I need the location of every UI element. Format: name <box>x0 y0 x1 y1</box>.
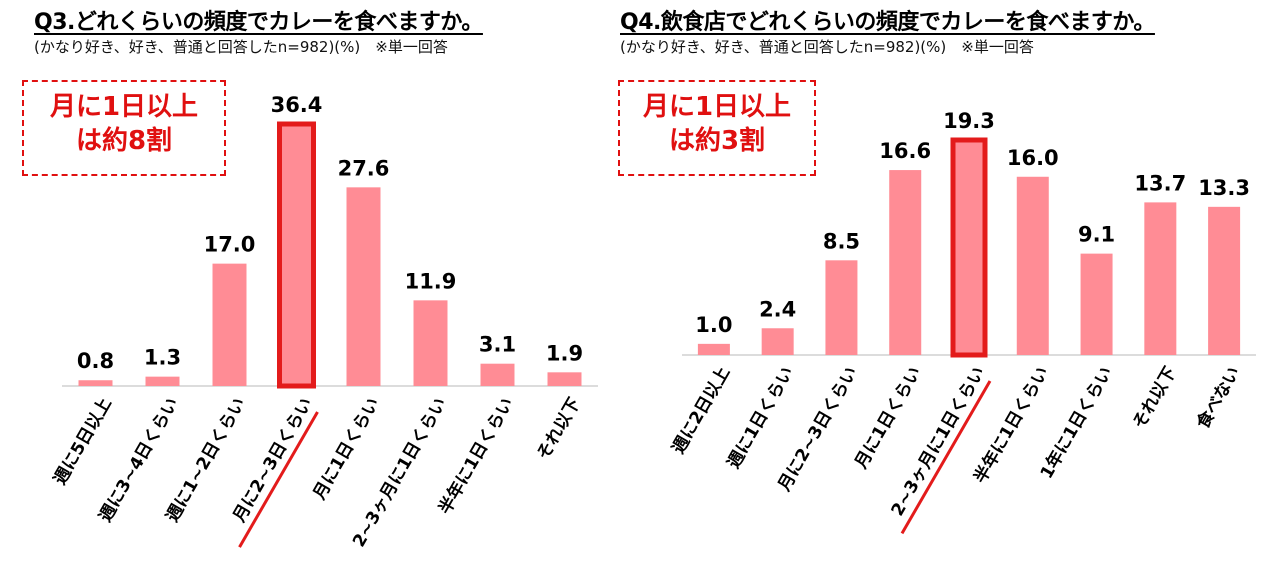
highlight-underline <box>900 380 992 535</box>
chart-panel-q4: Q4.飲食店でどれくらいの頻度でカレーを食べますか。 (かなり好き、好き、普通と… <box>618 0 1273 583</box>
bar-highlighted <box>277 121 316 389</box>
callout-line: 月に1日以上 <box>642 92 792 122</box>
bar-chart-q3: 0.8週に5日以上1.3週に3~4日くらい17.0週に1~2日くらい36.4月に… <box>50 93 598 551</box>
bar <box>212 263 247 386</box>
bar <box>889 170 922 355</box>
x-tick-label: 月に1日くらい <box>309 395 384 504</box>
bar <box>1016 176 1049 355</box>
bar <box>761 328 794 355</box>
data-label: 1.3 <box>144 346 181 370</box>
bar <box>346 187 381 386</box>
chart-subtitle: (かなり好き、好き、普通と回答したn=982)(%) ※単一回答 <box>34 38 448 56</box>
data-label: 1.9 <box>546 341 583 365</box>
chart-panel-q3: Q3.どれくらいの頻度でカレーを食べますか。 (かなり好き、好き、普通と回答した… <box>0 0 636 583</box>
callout-box: 月に1日以上 は約3割 <box>618 80 816 176</box>
callout-line: は約8割 <box>75 126 173 156</box>
data-label: 0.8 <box>77 349 114 373</box>
x-tick-label: 週に5日以上 <box>50 395 116 489</box>
bar <box>480 363 515 386</box>
data-label: 36.4 <box>271 93 323 117</box>
bar <box>145 376 180 386</box>
data-label: 13.3 <box>1198 176 1250 200</box>
bar-highlighted <box>950 137 988 358</box>
data-label: 27.6 <box>338 156 390 180</box>
data-label: 8.5 <box>823 229 860 253</box>
bar-chart-q4: 1.0週に2日以上2.4週に1日くらい8.5月に2~3日くらい16.6月に1日く… <box>668 109 1256 535</box>
highlight-underline <box>238 411 319 548</box>
data-label: 16.0 <box>1007 146 1059 170</box>
x-tick-label: それ以下 <box>1129 364 1180 433</box>
data-label: 19.3 <box>943 109 995 133</box>
data-label: 16.6 <box>879 139 931 163</box>
chart-subtitle: (かなり好き、好き、普通と回答したn=982)(%) ※単一回答 <box>620 38 1034 56</box>
bar <box>825 260 858 355</box>
data-label: 13.7 <box>1134 171 1186 195</box>
x-tick-label: それ以下 <box>534 395 585 464</box>
x-tick-label: 月に1日くらい <box>851 364 926 473</box>
data-label: 17.0 <box>204 233 256 257</box>
bar <box>78 380 113 386</box>
callout-line: は約3割 <box>668 126 766 156</box>
x-tick-label: 食べない <box>1192 363 1244 432</box>
x-tick-label: 週に1日くらい <box>724 364 798 473</box>
data-label: 2.4 <box>759 297 796 321</box>
bar <box>1144 202 1177 355</box>
callout-box: 月に1日以上 は約8割 <box>22 80 226 176</box>
callout-line: 月に1日以上 <box>49 92 199 122</box>
x-tick-label: 週に2日以上 <box>668 364 734 458</box>
data-label: 3.1 <box>479 333 516 357</box>
bar <box>697 343 730 355</box>
data-label: 1.0 <box>695 313 732 337</box>
data-label: 9.1 <box>1078 223 1115 247</box>
bar <box>1080 253 1113 355</box>
bar <box>1208 206 1241 355</box>
chart-title: Q3.どれくらいの頻度でカレーを食べますか。 <box>34 10 483 35</box>
chart-title: Q4.飲食店でどれくらいの頻度でカレーを食べますか。 <box>620 10 1155 35</box>
bar <box>547 372 582 386</box>
x-tick-label: 半年に1日くらい <box>434 394 518 518</box>
data-label: 11.9 <box>405 269 457 293</box>
bar <box>413 300 448 386</box>
